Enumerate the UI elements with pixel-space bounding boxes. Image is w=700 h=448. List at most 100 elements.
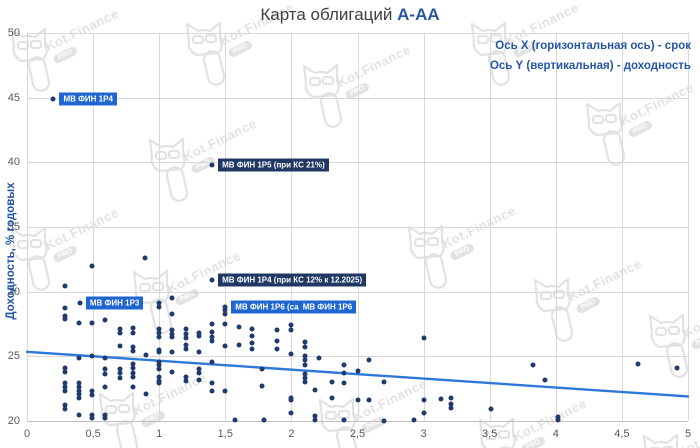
x-tick-label: 3,5 [482,428,498,440]
data-point [421,410,427,416]
data-point [102,371,108,377]
data-point [288,397,294,403]
data-point [62,388,68,394]
x-tick-label: 1,5 [217,428,233,440]
x-tick-label: 4 [552,428,559,440]
y-tick-label: 45 [7,91,20,104]
chart-title-rating: А-АА [397,5,440,24]
data-point [130,365,136,371]
data-point [169,327,175,333]
cat-logo-icon [470,21,511,86]
data-point [196,333,202,339]
data-point [102,412,108,418]
data-point [89,415,95,421]
data-point [62,305,68,311]
data-point [259,383,265,389]
data-point [209,321,215,327]
data-point [156,326,162,332]
data-point [156,374,162,380]
data-point [183,331,189,337]
x-tick-label: 2 [288,428,295,440]
y-tick-label: 30 [7,285,20,298]
data-point [89,388,95,394]
data-point [302,353,308,359]
data-point [77,300,83,306]
data-point [222,311,228,317]
data-point [117,326,123,332]
data-point [555,414,561,420]
data-point [169,311,175,317]
data-point [89,392,95,398]
data-point [89,320,95,326]
data-point [249,333,255,339]
data-point [62,369,68,375]
data-point [156,330,162,336]
cat-logo-icon [302,63,343,128]
data-point [312,413,318,419]
data-point [222,388,228,394]
data-point [183,335,189,341]
data-point [130,384,136,390]
data-point [302,357,308,363]
legend-line-y: Ось Y (вертикальная) - доходность [489,60,691,72]
data-point [156,300,162,306]
data-point [89,412,95,418]
data-point [222,304,228,310]
data-point [274,338,280,344]
data-point [102,317,108,323]
data-point [76,355,82,361]
data-point [183,346,189,352]
data-point [236,342,242,348]
data-point [62,402,68,408]
data-point [316,355,322,361]
data-point [488,406,494,412]
data-point [438,396,444,402]
plot-area: 0 0,5 1 1,5 2 2,5 3 3,5 4 4,5 5 20 25 30 35 40 45 50 МВ ФИ… [8,27,691,440]
cat-logo-icon [185,21,226,86]
data-point [62,406,68,412]
y-tick-label: 50 [7,27,20,39]
y-tick-label: 20 [7,415,20,427]
data-point [421,397,427,403]
legend-line-x: Ось X (горизонтальная ось) - срок [495,40,691,52]
data-point [156,347,162,353]
data-point [62,365,68,371]
data-point [156,334,162,340]
data-point [117,343,123,349]
data-point [341,370,347,376]
cat-logo-icon [478,417,519,448]
data-point [62,384,68,390]
data-point-label: МВ ФИН 1Р5 (при КС 21%) [218,158,329,172]
cat-logo-icon [585,101,626,166]
data-point [196,370,202,376]
data-point [288,395,294,401]
data-point [130,344,136,350]
data-point [76,320,82,326]
data-point [355,368,360,374]
data-point [89,353,95,359]
data-point [169,349,175,355]
data-point [196,349,202,355]
data-point [169,331,175,337]
data-point [448,405,454,411]
data-point [421,335,427,341]
data-point [76,388,82,394]
data-point [209,359,215,364]
data-point [288,351,294,357]
data-point [302,371,308,377]
data-point [341,417,347,423]
data-point [102,355,108,361]
gridline [27,227,688,228]
data-point [209,277,215,283]
data-point [355,397,360,403]
data-point [312,417,318,423]
data-point [222,343,228,349]
